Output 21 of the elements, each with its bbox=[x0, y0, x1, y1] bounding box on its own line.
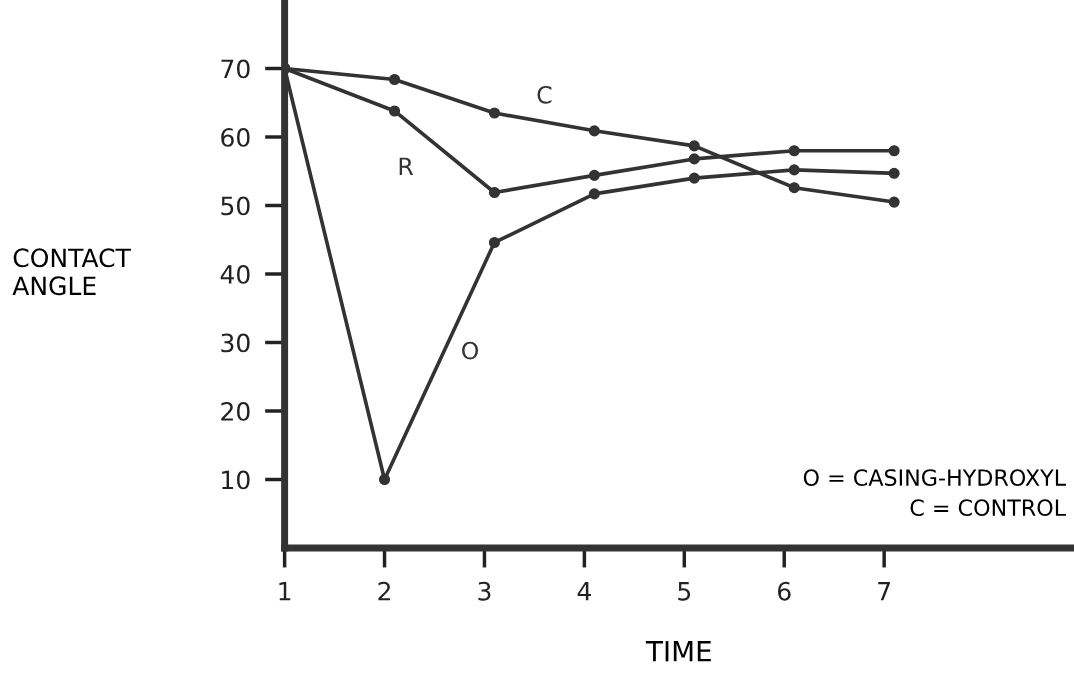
x-tick-label: 1 bbox=[279, 582, 291, 601]
series-label: O bbox=[462, 341, 479, 360]
annotation: O = CASING-HYDROXYL bbox=[803, 469, 1066, 486]
x-tick-label: 2 bbox=[378, 581, 390, 601]
x-tick-label: 4 bbox=[577, 582, 591, 601]
y-tick-label: 60 bbox=[221, 127, 250, 147]
y-tick-label: 10 bbox=[222, 470, 250, 490]
annotation: C = CONTROL bbox=[910, 499, 1066, 517]
y-axis-title: CONTACT ANGLE bbox=[12, 248, 131, 296]
x-tick-label: 6 bbox=[778, 581, 791, 601]
series-label: C bbox=[537, 85, 552, 104]
y-tick-label: 30 bbox=[221, 333, 250, 353]
x-tick-label: 7 bbox=[878, 582, 890, 601]
y-tick-label: 20 bbox=[221, 401, 250, 421]
y-tick-label: 40 bbox=[220, 264, 250, 284]
y-tick-label: 70 bbox=[221, 59, 250, 79]
series-label: R bbox=[399, 157, 414, 175]
x-tick-label: 3 bbox=[478, 581, 491, 601]
x-tick-label: 5 bbox=[678, 582, 691, 601]
x-axis-title: TIME bbox=[645, 641, 711, 662]
y-tick-label: 50 bbox=[221, 196, 250, 216]
